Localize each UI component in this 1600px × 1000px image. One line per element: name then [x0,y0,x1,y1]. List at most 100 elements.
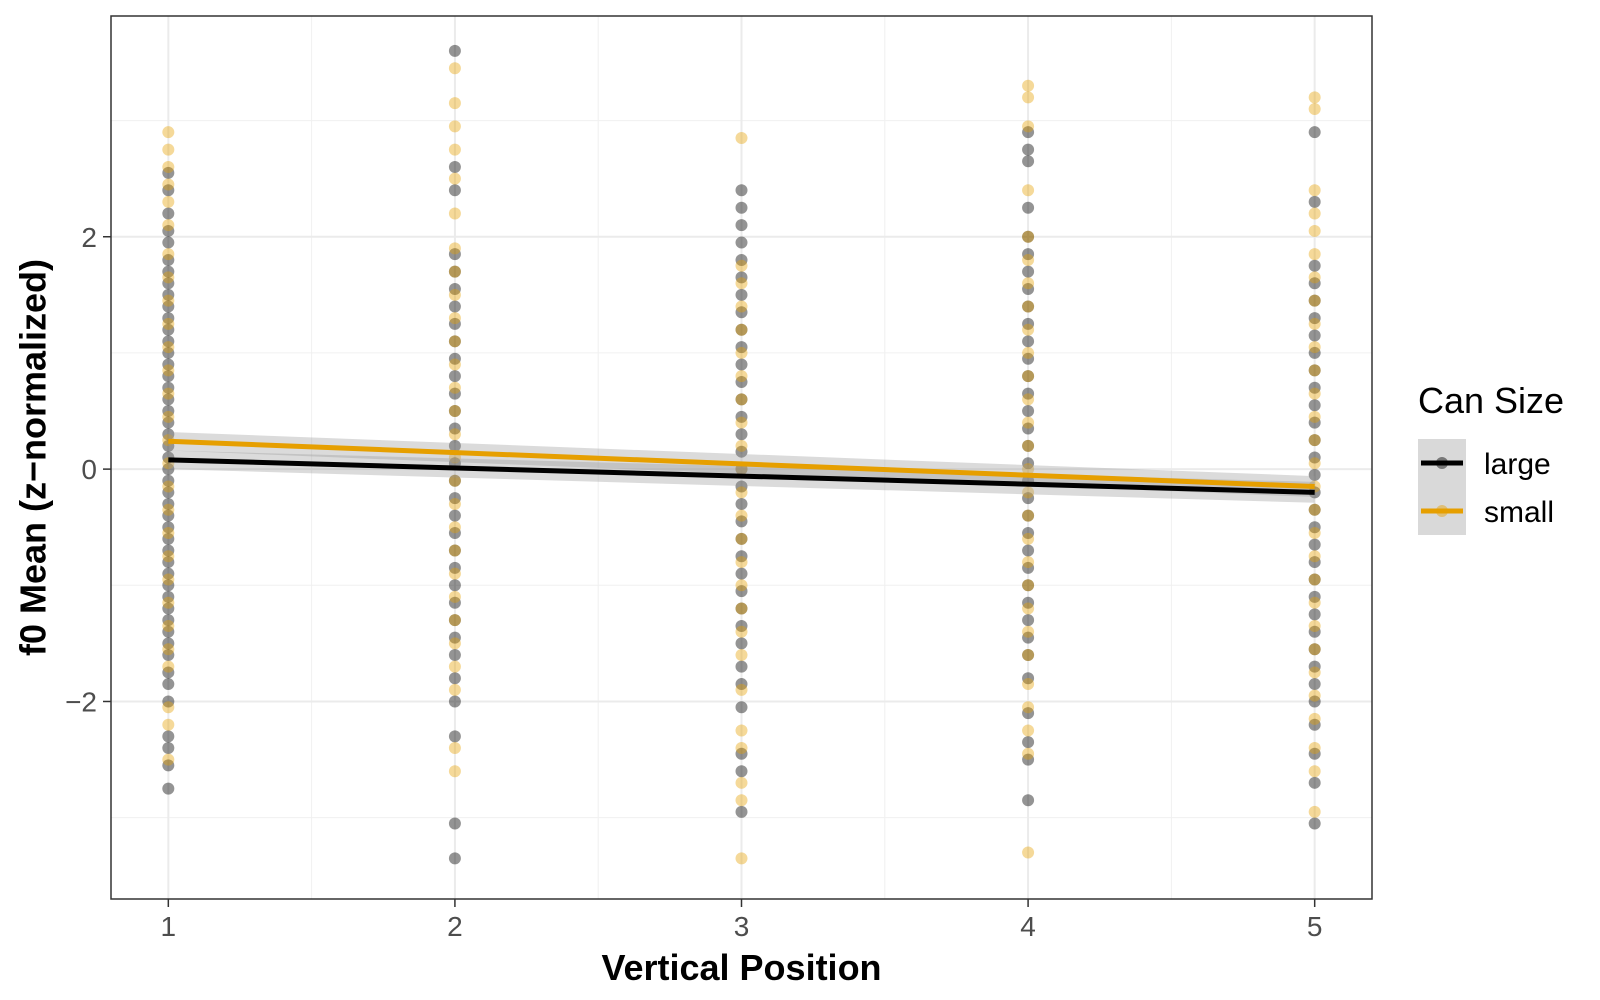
data-point-small [1022,625,1035,638]
data-point-large [1308,451,1321,464]
data-point-small [1308,527,1321,540]
data-point-large [1022,317,1035,330]
data-point-small [162,619,175,632]
data-point-small [448,358,461,371]
data-point-small [162,248,175,261]
data-point-large [162,532,175,545]
data-point-large [1022,439,1035,452]
data-point-large [448,283,461,296]
data-point-large [1022,387,1035,400]
legend: Can Size large small [1418,380,1564,535]
data-point-small [735,649,748,662]
data-point-small [1022,120,1035,133]
data-point-large [735,637,748,650]
data-point-small [448,474,461,487]
data-point-large [162,207,175,220]
y-axis-ticks: −2 0 2 [65,222,111,717]
data-point-large [1308,503,1321,516]
data-point-large [735,271,748,284]
data-point-small [1022,300,1035,313]
data-point-small [1022,556,1035,569]
trend-lines [168,438,1315,495]
y-tick-label: 0 [81,454,97,485]
data-point-large [735,219,748,232]
data-point-large [1022,405,1035,418]
data-point-large [1308,277,1321,290]
data-point-large [735,480,748,493]
data-point-large [448,184,461,197]
data-point-small [162,718,175,731]
data-point-small [735,625,748,638]
data-point-small [735,776,748,789]
data-point-large [162,346,175,359]
data-point-large [162,335,175,348]
data-point-small [448,614,461,627]
data-point-small [735,486,748,499]
data-point-large [448,44,461,57]
data-point-large [448,352,461,365]
data-point-large [1022,143,1035,156]
data-point-large [448,631,461,644]
data-point-large [735,253,748,266]
data-point-large [162,556,175,569]
data-point-large [162,381,175,394]
data-point-large [1308,259,1321,272]
data-point-large [1022,544,1035,557]
data-point-small [162,341,175,354]
y-tick-label: −2 [65,686,97,717]
data-point-large [162,637,175,650]
data-point-large [162,602,175,615]
data-point-small [1022,370,1035,383]
data-point-small [1022,532,1035,545]
data-point-small [162,271,175,284]
data-point-large [1022,492,1035,505]
data-point-small [1308,643,1321,656]
data-point-small [448,544,461,557]
data-point-small [162,753,175,766]
data-point-small [1308,765,1321,778]
data-point-large [162,759,175,772]
data-point-large [162,277,175,290]
data-point-large [162,695,175,708]
data-point-small [448,428,461,441]
data-point-small [1308,91,1321,104]
data-point-small [1308,573,1321,586]
data-point-large [1022,509,1035,522]
data-point-large [1022,631,1035,644]
data-point-large [735,701,748,714]
data-point-small [448,521,461,534]
data-point-large [1022,335,1035,348]
data-point-small [1308,689,1321,702]
data-point-small [735,439,748,452]
data-point-large [162,416,175,429]
data-point-small [735,259,748,272]
data-point-small [1308,434,1321,447]
legend-label-large: large [1484,448,1551,481]
data-point-small [1022,602,1035,615]
data-point-small [1308,805,1321,818]
data-point-large [1022,579,1035,592]
data-point-large [448,509,461,522]
data-point-small [1022,579,1035,592]
data-point-small [162,364,175,377]
data-point-small [1308,184,1321,197]
data-point-large [735,497,748,510]
data-point-large [1308,695,1321,708]
legend-key-point [1436,457,1448,469]
data-point-large [162,590,175,603]
data-point-small [1308,207,1321,220]
data-point-large [1308,195,1321,208]
data-point-large [1308,590,1321,603]
data-point-large [1022,672,1035,685]
data-point-large [1022,283,1035,296]
data-point-large [1022,352,1035,365]
data-point-small [735,416,748,429]
data-point-large [1022,753,1035,766]
data-point-small [1022,393,1035,406]
data-point-large [1022,201,1035,214]
data-point-small [448,97,461,110]
data-point-small [448,497,461,510]
data-point-large [1022,126,1035,139]
data-point-large [162,741,175,754]
data-point-large [1022,155,1035,168]
